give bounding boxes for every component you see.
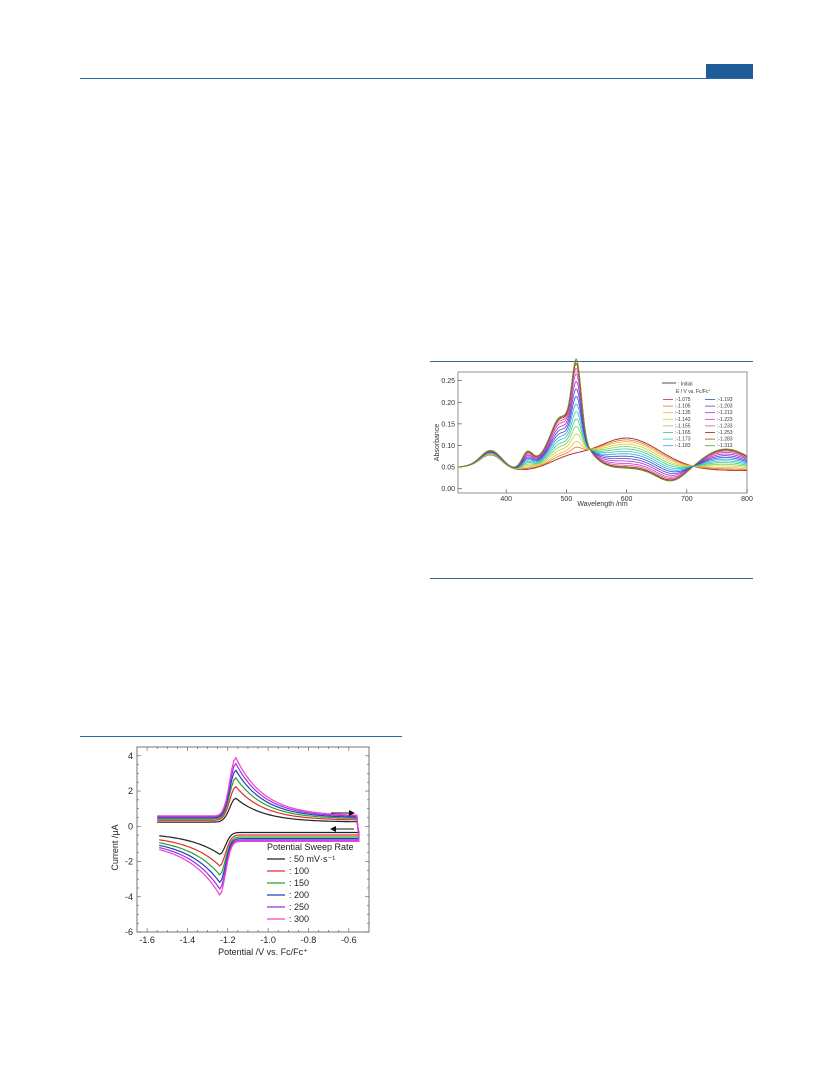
cv-arrow-backward-head xyxy=(330,826,336,832)
figure-top-rule-right xyxy=(430,361,753,362)
legend-label: :-1.155 xyxy=(675,423,691,429)
legend-label: :-1.075 xyxy=(675,397,691,403)
cv-frame xyxy=(136,746,370,933)
spectra-x-tick-label: 700 xyxy=(681,496,693,503)
cv-legend-label: : 100 xyxy=(289,866,309,876)
spectra-y-tick-label: 0.25 xyxy=(441,378,455,385)
spectra-x-axis-label: Wavelength /nm xyxy=(577,501,627,508)
legend-label: :-1.193 xyxy=(717,397,733,403)
legend-label: :-1.313 xyxy=(717,443,733,449)
cv-legend-title: Potential Sweep Rate xyxy=(267,842,354,852)
spectra-x-tick-label: 800 xyxy=(741,496,753,503)
header-rule xyxy=(80,78,753,79)
cv-y-tick-label: -2 xyxy=(125,857,133,867)
cv-x-tick-label: -1.4 xyxy=(180,935,196,945)
cv-y-tick-label: -6 xyxy=(125,927,133,937)
figure-top-rule-left xyxy=(80,736,402,737)
cv-x-tick-label: -0.8 xyxy=(301,935,317,945)
cv-legend-label: : 250 xyxy=(289,902,309,912)
cv-series-line xyxy=(157,762,360,890)
cv-y-axis-label: Current /μA xyxy=(110,824,120,870)
legend-label: :-1.183 xyxy=(675,443,691,449)
cv-x-tick-label: -1.6 xyxy=(139,935,155,945)
legend-label: :-1.213 xyxy=(717,410,733,416)
figure-bottom-rule-right xyxy=(430,578,753,579)
spectra-x-tick-label: 500 xyxy=(561,496,573,503)
cv-y-tick-label: 4 xyxy=(128,751,133,761)
legend-label: :-1.203 xyxy=(717,404,733,410)
cv-x-tick-label: -0.6 xyxy=(341,935,357,945)
spectra-y-tick-label: 0.00 xyxy=(441,486,455,493)
spectra-series-line xyxy=(457,358,748,482)
spectra-frame xyxy=(457,371,748,494)
spectra-x-tick-label: 600 xyxy=(621,496,633,503)
cv-y-tick-label: 2 xyxy=(128,786,133,796)
legend-label: :-1.165 xyxy=(675,430,691,436)
spectra-y-axis-label: Absorbance xyxy=(434,424,441,461)
spectra-y-tick-label: 0.20 xyxy=(441,400,455,407)
cv-series-line xyxy=(157,756,360,897)
spectra-y-tick-label: 0.10 xyxy=(441,443,455,450)
legend-label: :-1.105 xyxy=(675,404,691,410)
cv-x-tick-label: -1.0 xyxy=(260,935,276,945)
cv-arrow-forward-head xyxy=(349,810,355,816)
cv-series-line xyxy=(157,769,360,884)
cv-legend-label: : 300 xyxy=(289,914,309,924)
cv-legend-label: : 200 xyxy=(289,890,309,900)
legend-title: E / V vs. Fc/Fc⁺ xyxy=(676,389,712,395)
legend-label: :-1.135 xyxy=(675,410,691,416)
legend-label-initial: : Initial xyxy=(678,382,692,388)
legend-label: :-1.143 xyxy=(675,417,691,423)
legend-label: :-1.283 xyxy=(717,437,733,443)
cv-legend-label: : 150 xyxy=(289,878,309,888)
cv-x-axis-label: Potential /V vs. Fc/Fc⁺ xyxy=(218,947,308,957)
cv-legend-label: : 50 mV·s⁻¹ xyxy=(289,854,335,864)
legend-label: :-1.173 xyxy=(675,437,691,443)
spectra-y-tick-label: 0.05 xyxy=(441,465,455,472)
cv-x-tick-label: -1.2 xyxy=(220,935,236,945)
legend-label: :-1.233 xyxy=(717,423,733,429)
cv-y-tick-label: -4 xyxy=(125,892,133,902)
cv-y-tick-label: 0 xyxy=(128,821,133,831)
header-tab xyxy=(706,64,753,78)
legend-label: :-1.223 xyxy=(717,417,733,423)
spectra-x-tick-label: 400 xyxy=(500,496,512,503)
legend-label: :-1.253 xyxy=(717,430,733,436)
spectra-y-tick-label: 0.15 xyxy=(441,421,455,428)
